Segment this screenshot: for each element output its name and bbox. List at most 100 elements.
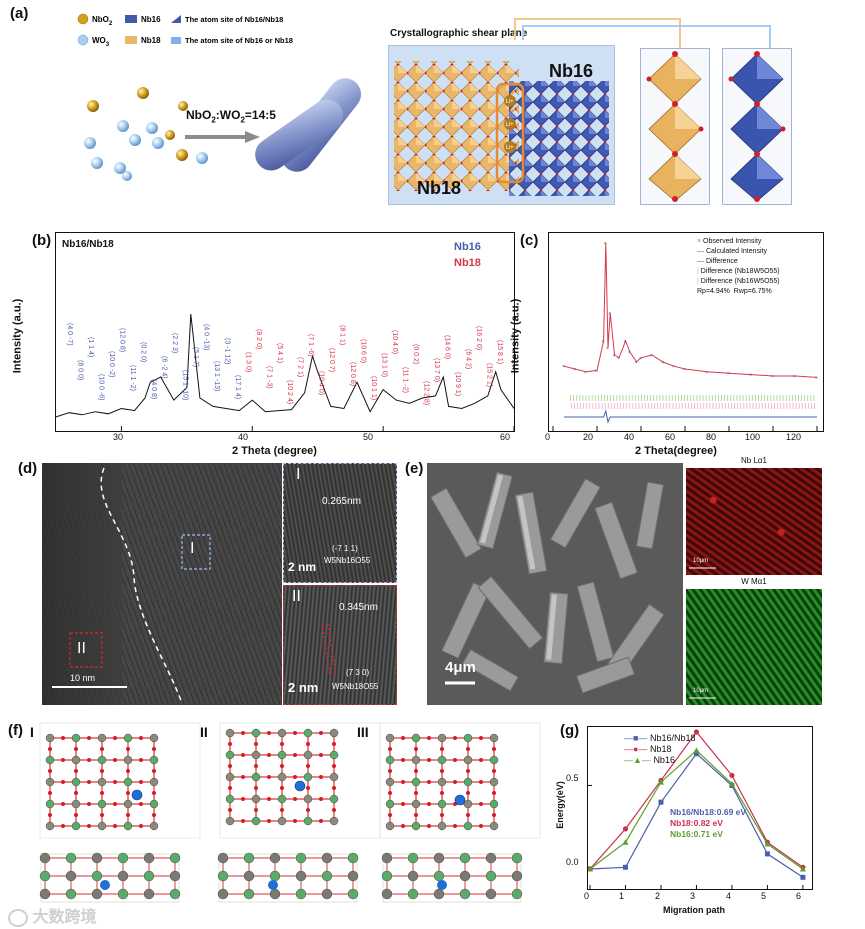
riet-xtick: 0 <box>545 432 551 442</box>
dft-oxygen-atom <box>466 747 470 751</box>
dft-oxygen-atom <box>126 813 130 817</box>
dft-oxygen-atom <box>126 747 130 751</box>
dft-metal-atom <box>149 733 159 743</box>
energy-point <box>800 874 806 880</box>
inset-i-roman: I <box>296 466 301 483</box>
dft-metal-atom <box>303 772 313 782</box>
panel-a-label: (a) <box>10 5 29 22</box>
dft-metal-atom <box>123 821 133 831</box>
dft-side-metal-atom <box>295 870 307 882</box>
energy-point <box>728 780 735 787</box>
dft-metal-atom <box>71 755 81 765</box>
riet-observed-point: × <box>562 364 565 370</box>
energy-ytick: 0.0 <box>566 857 579 867</box>
xrd-peak-label: (10 4 0) <box>391 330 398 354</box>
dft-side-view <box>217 852 359 903</box>
dft-metal-atom <box>97 821 107 831</box>
dft-oxygen-atom <box>388 769 392 773</box>
dft-side-metal-atom <box>269 870 281 882</box>
xrd-xtick: 60 <box>500 432 511 442</box>
dft-side-metal-atom <box>511 870 523 882</box>
dft-metal-atom <box>277 772 287 782</box>
riet-difference-line <box>564 409 817 424</box>
dft-metal-atom <box>251 816 261 826</box>
xrd-peak-label: (12 0 8) <box>349 362 356 386</box>
dft-metal-atom <box>149 777 159 787</box>
dft-top-view <box>225 728 339 826</box>
dft-metal-atom <box>71 821 81 831</box>
rietveld-chart: × × × ×××××× ××××× ××× × × × × × × × <box>552 241 818 431</box>
energy-barrier-annotations: Nb16/Nb18:0.69 eV Nb18:0.82 eV Nb16:0.71… <box>670 807 746 840</box>
energy-point <box>764 840 771 847</box>
dft-oxygen-atom <box>453 736 457 740</box>
xrd-peak-label: (10 2 4) <box>286 380 293 404</box>
barrier-nb18: Nb18:0.82 eV <box>670 818 723 828</box>
riet-observed-point: × <box>617 356 620 362</box>
riet-xtick: 60 <box>665 432 676 442</box>
structure-label-ii: II <box>200 724 208 740</box>
dft-oxygen-atom <box>267 775 271 779</box>
dft-metal-atom <box>123 733 133 743</box>
dft-oxygen-atom <box>267 819 271 823</box>
xrd-peak-label: (3 -1 12) <box>223 338 230 364</box>
dft-metal-atom <box>45 733 55 743</box>
dft-metal-atom <box>303 728 313 738</box>
dft-oxygen-atom <box>319 775 323 779</box>
xrd-peak-label: (10 6 0) <box>360 339 367 363</box>
svg-text:The atom site of Nb16 or Nb18: The atom site of Nb16 or Nb18 <box>185 36 293 45</box>
dft-side-metal-atom <box>91 852 103 864</box>
dft-side-metal-atom <box>65 888 77 900</box>
dft-cell-boundary <box>39 722 201 839</box>
energy-point <box>693 729 700 735</box>
dft-oxygen-atom <box>61 780 65 784</box>
dft-metal-atom <box>45 755 55 765</box>
xrd-peak-label: (13 1 0) <box>381 353 388 377</box>
dft-metal-atom <box>411 733 421 743</box>
dft-side-metal-atom <box>65 870 77 882</box>
xrd-peak-label: (4 0 8) <box>150 379 157 399</box>
dft-oxygen-atom <box>280 808 284 812</box>
riet-observed-point: × <box>672 364 675 370</box>
watermark-logo: 大数跨境 <box>8 903 96 927</box>
dft-side-metal-atom <box>407 870 419 882</box>
dft-oxygen-atom <box>440 769 444 773</box>
dft-side-metal-atom <box>381 888 393 900</box>
dft-metal-atom <box>97 733 107 743</box>
riet-observed-point: × <box>815 375 818 381</box>
dft-metal-atom <box>437 733 447 743</box>
dft-oxygen-atom <box>87 824 91 828</box>
dft-oxygen-atom <box>241 731 245 735</box>
dft-oxygen-atom <box>479 736 483 740</box>
dft-side-metal-atom <box>321 870 333 882</box>
dft-metal-atom <box>303 816 313 826</box>
dft-oxygen-atom <box>241 797 245 801</box>
energy-point <box>658 799 664 805</box>
dft-side-metal-atom <box>243 888 255 900</box>
dft-side-metal-atom <box>511 888 523 900</box>
dft-metal-atom <box>45 777 55 787</box>
dft-oxygen-atom <box>401 758 405 762</box>
dft-side-metal-atom <box>91 888 103 900</box>
dft-oxygen-atom <box>113 802 117 806</box>
energy-ylabel: Energy(eV) <box>554 781 565 829</box>
dft-metal-atom <box>463 799 473 809</box>
dft-metal-atom <box>411 799 421 809</box>
panel-c-label: (c) <box>520 232 539 249</box>
inset-i-phase: W5Nb16O55 <box>324 556 371 565</box>
riet-xtick: 100 <box>745 432 761 442</box>
dft-li-atom <box>131 789 143 801</box>
energy-point <box>622 826 629 832</box>
dft-metal-atom <box>437 777 447 787</box>
xrd-peak-label: (13 1 -13) <box>213 361 220 391</box>
dft-oxygen-atom <box>293 731 297 735</box>
dft-li-atom <box>294 780 306 792</box>
dft-oxygen-atom <box>401 824 405 828</box>
dft-oxygen-atom <box>453 824 457 828</box>
xrd-peak-label: (12 0 8) <box>118 328 125 352</box>
dft-oxygen-atom <box>139 802 143 806</box>
inset-i-spacing: 0.265nm <box>322 496 361 507</box>
xrd-peak-label: (10 1 1) <box>370 376 377 400</box>
dft-oxygen-atom <box>152 791 156 795</box>
xrd-peak-label: (11 1 -2) <box>129 365 136 391</box>
inset-ii-scale: 2 nm <box>288 680 319 695</box>
